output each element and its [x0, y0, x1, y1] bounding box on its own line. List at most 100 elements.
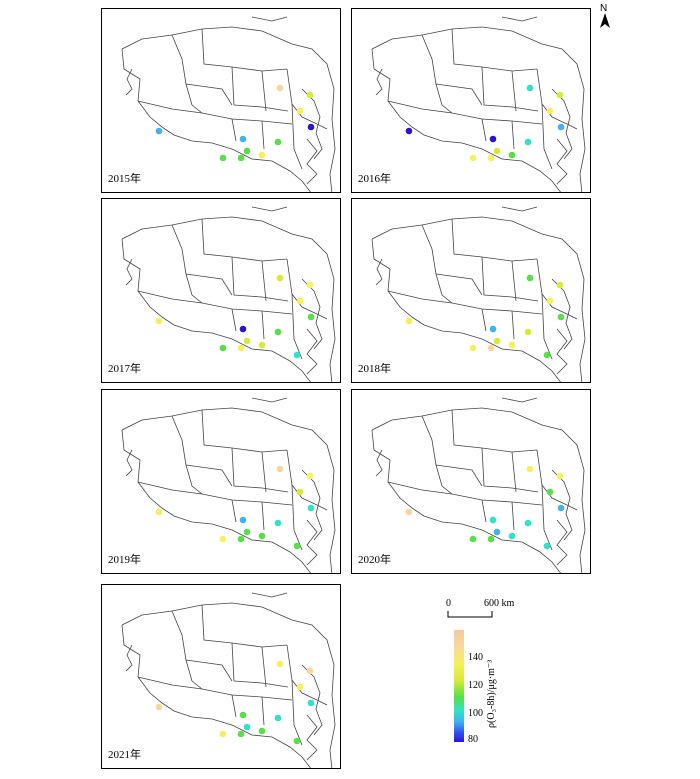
station-point-north_c [276, 660, 284, 668]
boundary-line [536, 449, 578, 511]
boundary-line [137, 676, 293, 701]
boundary-line [125, 449, 133, 477]
panel-year-label: 2017年 [108, 363, 141, 375]
boundary-line [501, 206, 538, 212]
station-point-c2 [237, 730, 245, 738]
boundary-line [291, 103, 303, 170]
boundary-line [301, 664, 323, 736]
boundary-line [231, 694, 237, 718]
north-arrow-icon [600, 13, 610, 28]
boundary-line [261, 120, 265, 150]
boundary-line [251, 397, 288, 403]
station-point-ne1 [306, 667, 314, 675]
boundary-line [251, 16, 288, 22]
station-point-se [293, 351, 301, 359]
map-panel-3: 2017年 [101, 198, 341, 383]
station-point-ne3 [307, 313, 315, 321]
station-point-west [155, 508, 163, 516]
boundary-line [301, 469, 323, 541]
station-point-c3 [258, 341, 266, 349]
boundary-line [511, 70, 517, 112]
panel-year-label: 2020年 [358, 554, 391, 566]
boundary-line [286, 449, 328, 511]
station-point-c3 [258, 727, 266, 735]
north-arrow: N [596, 3, 614, 30]
station-point-ne2 [546, 107, 554, 115]
station-point-ne2 [546, 297, 554, 305]
station-point-c_blue [239, 711, 247, 719]
boundary-line [481, 308, 487, 332]
boundary-line [125, 644, 133, 672]
station-point-c5 [243, 337, 251, 345]
station-point-west [405, 317, 413, 325]
station-point-ne1 [556, 472, 564, 480]
station-point-se [543, 542, 551, 550]
boundary-line [306, 714, 318, 761]
boundary-line [481, 256, 539, 302]
boundary-line [171, 610, 203, 690]
station-point-c3 [258, 151, 266, 159]
boundary-line [231, 447, 289, 493]
boundary-line [306, 519, 318, 566]
boundary-line [306, 138, 318, 185]
boundary-line [387, 100, 543, 125]
station-point-c_blue [239, 516, 247, 524]
boundary-line [301, 88, 323, 160]
boundary-line [511, 260, 517, 302]
boundary-line [137, 100, 293, 125]
boundary-line [121, 602, 336, 768]
station-point-c2 [487, 154, 495, 162]
station-point-c_blue [489, 135, 497, 143]
station-point-c1 [219, 535, 227, 543]
station-point-ne1 [306, 472, 314, 480]
boundary-line [261, 696, 265, 726]
boundary-line [291, 293, 303, 360]
station-point-c2 [237, 535, 245, 543]
station-point-c4 [524, 328, 532, 336]
station-point-c1 [219, 344, 227, 352]
legend-tick-140: 140 [468, 652, 483, 663]
boundary-line [451, 218, 538, 262]
boundary-line [501, 397, 538, 403]
boundary-line [261, 501, 265, 531]
station-point-ne2 [296, 107, 304, 115]
station-point-c1 [469, 344, 477, 352]
boundary-line [375, 68, 383, 96]
station-point-west [405, 508, 413, 516]
station-point-west [155, 703, 163, 711]
boundary-line [261, 646, 267, 688]
legend-tick-80: 80 [468, 734, 478, 745]
boundary-line [371, 407, 586, 573]
panel-year-label: 2015年 [108, 173, 141, 185]
station-point-north_c [526, 465, 534, 473]
boundary-line [435, 273, 483, 296]
station-point-north_c [526, 84, 534, 92]
legend-title: ρ(O₃-8h)/μg·m⁻³ [486, 659, 497, 728]
color-legend: 140 120 100 80 ρ(O₃-8h)/μg·m⁻³ [450, 630, 520, 745]
station-point-c4 [274, 519, 282, 527]
boundary-line [551, 88, 573, 160]
boundary-line [231, 499, 237, 523]
boundary-line [421, 224, 453, 304]
station-point-c3 [508, 532, 516, 540]
station-point-north_c [276, 84, 284, 92]
boundary-line [541, 484, 553, 551]
station-point-c5 [493, 147, 501, 155]
map-svg [371, 16, 586, 192]
station-point-c_blue [489, 325, 497, 333]
boundary-line [231, 66, 289, 112]
boundary-line [185, 83, 233, 106]
map-panel-1: 2015年 [101, 8, 341, 193]
boundary-line [251, 592, 288, 598]
boundary-line [306, 328, 318, 375]
boundary-line [536, 68, 578, 130]
boundary-line [371, 48, 561, 192]
boundary-line [511, 120, 515, 150]
boundary-line [375, 258, 383, 286]
boundary-line [201, 604, 288, 648]
station-point-c5 [243, 723, 251, 731]
station-point-west [405, 127, 413, 135]
boundary-line [301, 278, 323, 350]
boundary-line [541, 103, 553, 170]
boundary-line [261, 310, 265, 340]
